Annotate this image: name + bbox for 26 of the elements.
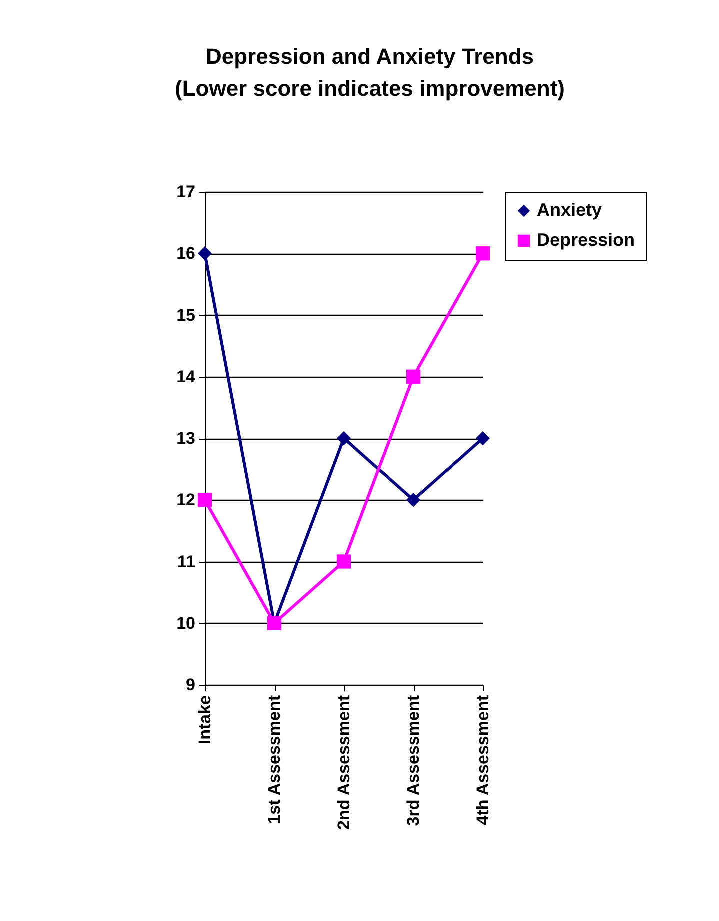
x-tick-label: Intake — [196, 696, 214, 745]
point — [406, 370, 421, 384]
point — [476, 246, 490, 261]
y-tick-label: 10 — [176, 614, 196, 633]
legend-label: Depression — [537, 230, 636, 250]
y-tick-label: 12 — [176, 490, 196, 510]
x-tick-label: 1st Assessment — [265, 695, 284, 824]
chart-title: Depression and Anxiety Trends — [206, 44, 534, 69]
point — [406, 493, 421, 508]
point — [198, 246, 212, 261]
x-tick-label: 3rd Assessment — [404, 695, 423, 826]
x-tick-label: 2nd Assessment — [334, 695, 354, 830]
point — [476, 431, 490, 446]
y-tick-label: 11 — [178, 552, 196, 572]
point — [336, 554, 352, 569]
y-tick-label: 16 — [176, 244, 196, 264]
y-tick-label: 9 — [186, 676, 196, 694]
legend-label: Anxiety — [537, 200, 602, 220]
point — [198, 493, 212, 508]
y-tick-label: 15 — [176, 306, 196, 325]
point — [336, 431, 352, 446]
y-tick-label: 14 — [176, 367, 196, 386]
chart-subtitle: (Lower score indicates improvement) — [175, 76, 565, 101]
y-tick-label: 17 — [176, 182, 196, 202]
y-tick-label: 13 — [176, 429, 196, 448]
x-tick-label: 4th Assessment — [474, 695, 492, 826]
